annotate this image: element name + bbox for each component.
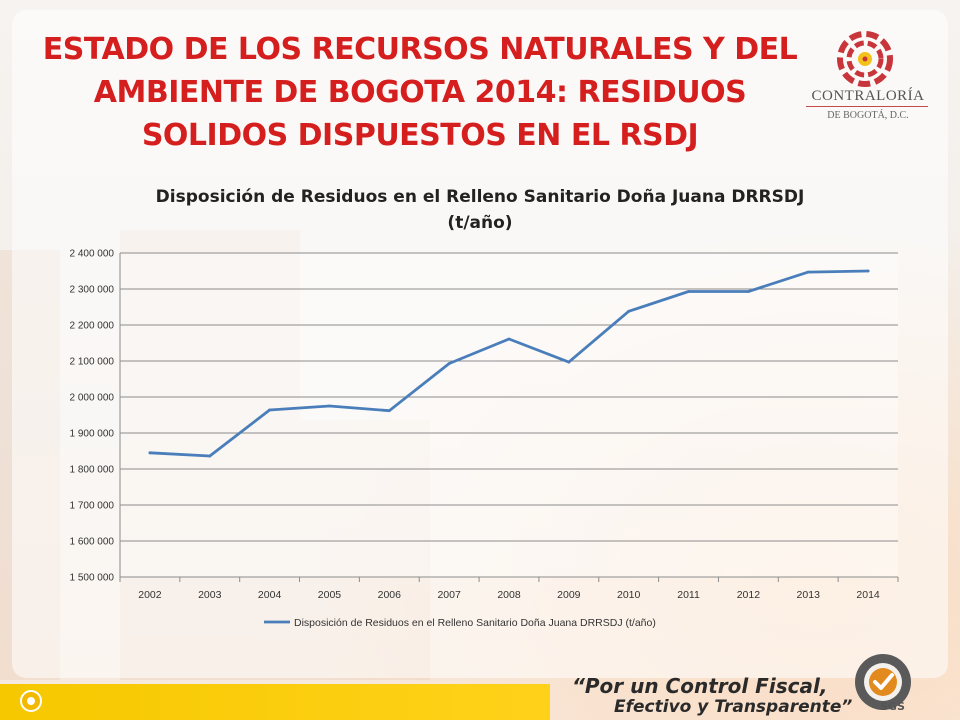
logo-name: CONTRALORÍA xyxy=(811,88,925,104)
y-tick-label: 1 800 000 xyxy=(70,465,115,476)
y-tick-label: 2 000 000 xyxy=(70,393,115,404)
data-point xyxy=(567,360,571,364)
x-tick-label: 2002 xyxy=(138,589,162,601)
data-point xyxy=(866,269,870,273)
data-point xyxy=(687,290,690,293)
footer-bar xyxy=(0,684,550,720)
data-point xyxy=(746,290,750,293)
motto-line: Efectivo y Transparente” xyxy=(614,697,853,717)
x-tick-label: 2014 xyxy=(856,589,880,601)
chart-title: Disposición de Residuos en el Relleno Sa… xyxy=(120,184,840,236)
iso-seal-label: SGS xyxy=(880,700,905,713)
y-tick-label: 2 300 000 xyxy=(70,285,115,296)
data-point xyxy=(806,270,810,274)
legend-label: Disposición de Residuos en el Relleno Sa… xyxy=(294,617,656,629)
data-point xyxy=(148,451,152,455)
y-tick-label: 1 900 000 xyxy=(70,429,115,440)
slide-title-line: AMBIENTE DE BOGOTA 2014: RESIDUOS xyxy=(93,75,747,110)
data-point xyxy=(387,409,391,413)
motto-line: “Por un Control Fiscal, xyxy=(572,674,828,698)
data-point xyxy=(268,408,272,412)
chart-title-line: (t/año) xyxy=(447,213,513,233)
footer-bullet-icon xyxy=(20,690,42,712)
slide-title-line: ESTADO DE LOS RECURSOS NATURALES Y DEL xyxy=(42,32,798,67)
x-tick-label: 2003 xyxy=(198,589,222,601)
logo-divider xyxy=(806,106,928,107)
x-tick-label: 2013 xyxy=(797,589,821,601)
x-tick-label: 2005 xyxy=(318,589,342,601)
x-tick-label: 2012 xyxy=(737,589,761,601)
x-tick-label: 2006 xyxy=(378,589,402,601)
logo-subtitle: DE BOGOTÁ, D.C. xyxy=(827,110,909,121)
line-chart: 1 500 000 1 600 000 1 700 000 1 800 000 1 90… xyxy=(70,249,899,629)
data-point xyxy=(507,337,511,341)
y-tick-label: 1 500 000 xyxy=(70,573,115,584)
y-tick-label: 2 400 000 xyxy=(70,249,115,260)
y-tick-label: 2 200 000 xyxy=(70,321,115,332)
y-tick-label: 1 700 000 xyxy=(70,501,115,512)
plot-area xyxy=(120,253,898,577)
x-tick-label: 2008 xyxy=(497,589,521,601)
y-tick-label: 1 600 000 xyxy=(70,537,115,548)
chart-title-line: Disposición de Residuos en el Relleno Sa… xyxy=(155,187,805,207)
y-tick-label: 2 100 000 xyxy=(70,357,115,368)
data-point xyxy=(328,404,331,408)
data-point xyxy=(627,309,631,313)
x-tick-label: 2011 xyxy=(677,589,700,601)
x-tick-label: 2009 xyxy=(557,589,581,601)
contraloria-logo-icon xyxy=(837,31,893,87)
x-tick-label: 2010 xyxy=(617,589,641,601)
data-point xyxy=(447,362,451,365)
data-point xyxy=(208,454,212,458)
x-tick-label: 2007 xyxy=(437,589,461,601)
slide-title: ESTADO DE LOS RECURSOS NATURALES Y DEL A… xyxy=(40,28,800,157)
slide-title-line: SOLIDOS DISPUESTOS EN EL RSDJ xyxy=(141,118,699,153)
iso-certification-seal-icon xyxy=(855,654,911,710)
slide-frame xyxy=(12,10,948,678)
x-tick-label: 2004 xyxy=(258,589,282,601)
